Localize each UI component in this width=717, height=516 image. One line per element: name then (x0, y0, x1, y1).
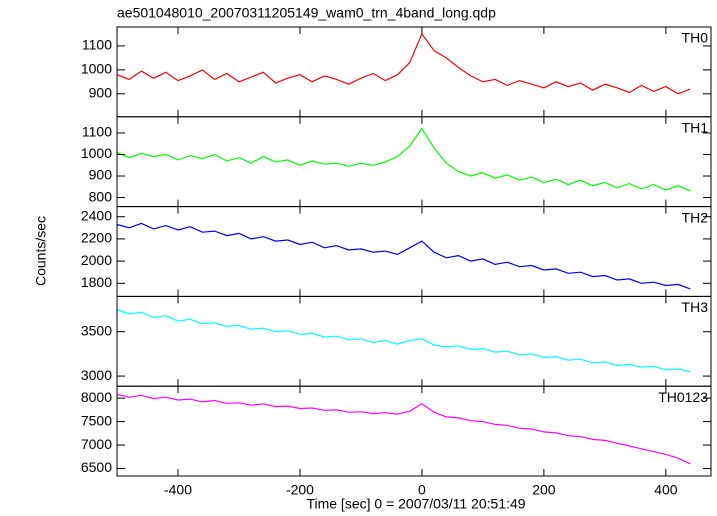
x-tick-label: -200 (286, 482, 314, 498)
y-tick-label: 900 (89, 167, 113, 183)
y-tick-label: 7500 (81, 412, 112, 428)
light-curve (116, 32, 691, 95)
y-tick-label: 2200 (81, 230, 112, 246)
panel-frame (116, 385, 712, 477)
x-tick-label: 0 (418, 482, 426, 498)
light-curve (116, 393, 691, 465)
y-tick-label: 7000 (81, 436, 112, 452)
panel-frame (116, 116, 712, 208)
y-tick-label: 1100 (82, 37, 112, 53)
y-tick-label: 1100 (82, 124, 112, 140)
panel-frame (116, 26, 712, 118)
y-tick-label: 1000 (81, 61, 112, 77)
y-tick-label: 3500 (81, 322, 112, 338)
chart-title: ae501048010_20070311205149_wam0_trn_4ban… (117, 5, 496, 21)
panel-label: TH0 (682, 30, 709, 46)
x-tick-label: 400 (654, 482, 678, 498)
y-tick-label: 8000 (81, 389, 112, 405)
light-curve (116, 308, 691, 373)
y-tick-label: 1000 (81, 145, 112, 161)
x-tick-label: -400 (164, 482, 192, 498)
y-tick-label: 2400 (81, 207, 112, 223)
y-tick-label: 2000 (81, 252, 112, 268)
y-tick-label: 800 (89, 188, 113, 204)
panel-frame (116, 295, 712, 387)
x-tick-label: 200 (532, 482, 556, 498)
y-tick-label: 900 (89, 85, 113, 101)
y-axis-label: Counts/sec (33, 216, 49, 286)
panel-frame (116, 206, 712, 297)
light-curve (116, 222, 691, 290)
y-tick-label: 3000 (81, 367, 112, 383)
x-axis-label: Time [sec] 0 = 2007/03/11 20:51:49 (306, 496, 525, 512)
panel-label: TH2 (682, 209, 709, 225)
y-tick-label: 6500 (81, 459, 112, 475)
panel-label: TH0123 (658, 389, 708, 405)
y-tick-label: 1800 (81, 274, 112, 290)
panel-label: TH3 (682, 299, 709, 315)
light-curve (116, 127, 691, 192)
panel-label: TH1 (682, 120, 709, 136)
